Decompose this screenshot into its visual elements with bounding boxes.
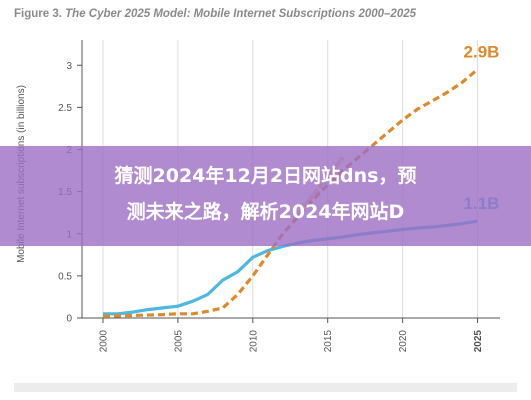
title-banner	[0, 146, 531, 246]
x-tick-label-0: 2000	[98, 330, 109, 353]
x-tick-label-1: 2005	[173, 330, 184, 353]
y-tick-label-6: 3	[66, 61, 72, 72]
figure-label: Figure 3.	[14, 8, 62, 20]
figure-title-text: The Cyber 2025 Model: Mobile Internet Su…	[65, 8, 417, 20]
x-tick-label-3: 2015	[323, 330, 334, 353]
series-end-label-1: 2.9B	[464, 42, 500, 61]
x-tick-label-2: 2010	[248, 330, 259, 353]
y-tick-label-1: 0.5	[58, 271, 72, 282]
banner-line-1: 猜测2024年12月2日网站dns，预	[114, 165, 417, 187]
banner-line-2: 测未来之路，解析2024年网站D	[126, 201, 405, 223]
bottom-strip	[14, 383, 517, 392]
x-tick-label-5: 2025	[473, 330, 484, 353]
x-tick-label-4: 2020	[398, 330, 409, 353]
y-tick-label-5: 2.5	[58, 103, 72, 114]
banner-text: 猜测2024年12月2日网站dns，预 测未来之路，解析2024年网站D	[0, 158, 531, 230]
figure-title: Figure 3. The Cyber 2025 Model: Mobile I…	[14, 8, 416, 20]
y-tick-label-0: 0	[66, 314, 72, 325]
